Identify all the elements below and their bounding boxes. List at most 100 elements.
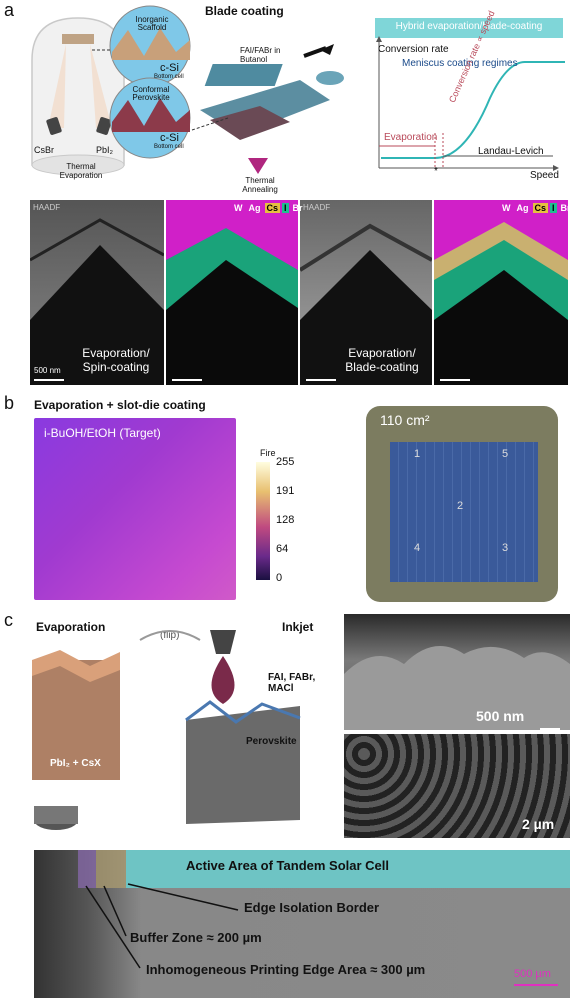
cbar-title: Fire — [260, 448, 276, 458]
reservoir — [316, 71, 344, 85]
legend-br-2: Br — [560, 203, 571, 213]
coated-film — [210, 106, 290, 140]
plot-regime: Meniscus coating regimes — [402, 58, 518, 69]
blade-head — [204, 64, 283, 86]
plot-ll: Landau-Levich — [478, 146, 544, 157]
cell-label-5: 5 — [502, 448, 509, 460]
plot-banner: Hybrid evaporation/blade-coating — [395, 21, 543, 32]
cell-label-4: 4 — [414, 542, 421, 554]
bottom-arrows — [85, 883, 239, 969]
ink-composition-label: FAI, FABr, MACl — [268, 672, 316, 694]
inhomogeneous-zone — [78, 850, 96, 888]
plot-evap: Evaporation — [384, 132, 438, 143]
cbar-tick-255: 255 — [276, 456, 295, 468]
haadf-label-2: HAADF — [303, 203, 331, 212]
eds-blade-panel — [434, 200, 568, 385]
evap-title: Evaporation — [36, 620, 106, 634]
cbar-tick-128: 128 — [276, 514, 295, 526]
haadf-blade-panel — [300, 200, 432, 385]
flip-label: (flip) — [160, 630, 180, 641]
sem-cross-section — [344, 614, 570, 730]
eds-spin-panel — [166, 200, 298, 385]
legend-ag-2: Ag — [516, 203, 529, 213]
haadf-spin-panel — [30, 200, 164, 385]
panel-b-title: Evaporation + slot-die coating — [34, 398, 206, 412]
module-photo — [366, 406, 558, 602]
scaffold-layer — [112, 28, 190, 60]
scalebar-label: 500 nm — [34, 366, 61, 375]
bottom-scale-label: 500 µm — [514, 968, 551, 980]
ink-droplet — [211, 656, 235, 704]
anneal-label: Thermal Annealing — [242, 176, 278, 194]
conformal-si: c-Si — [160, 132, 179, 144]
sem-top-view — [344, 734, 570, 838]
buffer-zone — [96, 850, 126, 888]
pbi-csx-label: PbI₂ + CsX — [50, 758, 101, 769]
active-area-label: Active Area of Tandem Solar Cell — [186, 858, 390, 873]
source-right-label: PbI₂ — [96, 145, 114, 155]
dome-base — [31, 154, 125, 176]
pbi-film — [32, 660, 120, 780]
pl-map — [34, 418, 236, 600]
panel-c-schematic — [32, 630, 301, 830]
ink-label: FAI/FABr in Butanol — [240, 46, 281, 64]
active-area-band — [126, 850, 570, 888]
substrate — [62, 34, 94, 44]
crucible-right — [96, 117, 112, 135]
dome-caption: Thermal Evaporation — [59, 162, 103, 180]
pl-map-label: i-BuOH/EtOH (Target) — [44, 426, 161, 440]
vapor-plume-right — [90, 44, 112, 128]
caption-spin: Evaporation/ Spin-coating — [82, 346, 150, 374]
panel-c-label: c — [4, 610, 13, 630]
plot-ylabel: Conversion rate — [378, 44, 449, 55]
cell-label-2: 2 — [457, 500, 464, 512]
plot-star: * — [434, 166, 438, 177]
sem1-scalebar — [540, 728, 560, 731]
colorbar — [256, 462, 270, 580]
conformal-sub: Bottom cell — [154, 144, 184, 150]
legend-i-2: I — [550, 203, 557, 213]
plot-banner-bg — [375, 18, 563, 38]
panel-b-label: b — [4, 393, 15, 413]
perovskite-label: Perovskite — [246, 736, 297, 747]
legend-w-2: W — [502, 203, 511, 213]
scalebar-2 — [172, 379, 202, 381]
legend-br: Br — [292, 203, 303, 213]
inkjet-nozzle — [210, 630, 236, 654]
cbar-tick-0: 0 — [276, 572, 283, 584]
module-area: 110 cm² — [380, 412, 430, 428]
legend-cs-2: Cs — [532, 203, 549, 213]
eds-legend-1: W Ag Cs I Br — [232, 203, 305, 213]
haadf-label-1: HAADF — [33, 203, 61, 212]
direction-arrow — [320, 44, 334, 55]
cell-label-1: 1 — [414, 448, 421, 460]
cell-label-3: 3 — [502, 542, 509, 554]
inkjet-title: Inkjet — [282, 620, 314, 634]
conformal-perovskite-layer — [112, 98, 190, 132]
scalebar-4 — [440, 379, 470, 381]
buffer-label: Buffer Zone ≈ 200 µm — [130, 930, 262, 945]
crucible-left — [46, 117, 62, 135]
eds-legend-2: W Ag Cs I Br — [500, 203, 573, 213]
perovskite-film — [186, 706, 300, 824]
legend-ag: Ag — [248, 203, 261, 213]
legend-w: W — [234, 203, 243, 213]
conversion-rate-plot — [375, 18, 565, 171]
sem2-scale-label: 2 µm — [522, 816, 555, 832]
cbar-tick-191: 191 — [276, 485, 295, 497]
scaffold-title: Inorganic Scaffold — [135, 15, 169, 32]
plot-xlabel: Speed — [530, 170, 559, 181]
inhomogeneous-label: Inhomogeneous Printing Edge Area ≈ 300 µ… — [146, 962, 426, 977]
cbar-tick-64: 64 — [276, 543, 289, 555]
anneal-triangle — [248, 158, 268, 174]
module-cells — [390, 442, 538, 582]
panel-a-label: a — [4, 0, 15, 20]
scaffold-si: c-Si — [160, 62, 179, 74]
blade-coating-title: Blade coating — [205, 4, 284, 18]
panel-a-schematic — [31, 5, 344, 176]
vapor-plume-left — [48, 44, 66, 128]
scalebar-1 — [34, 379, 64, 381]
conversion-curve — [381, 61, 565, 159]
legend-cs: Cs — [264, 203, 281, 213]
caption-blade: Evaporation/ Blade-coating — [345, 346, 419, 374]
